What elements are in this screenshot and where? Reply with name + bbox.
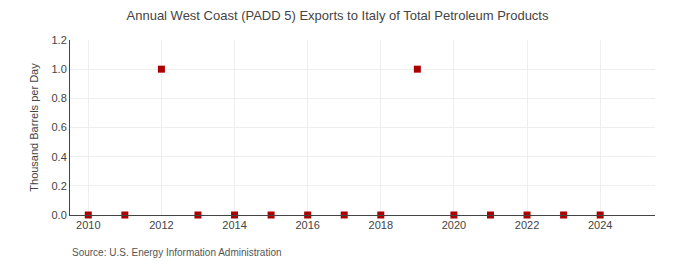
svg-text:2014: 2014 [222, 219, 246, 231]
svg-text:1.2: 1.2 [52, 34, 67, 46]
svg-text:2020: 2020 [442, 219, 466, 231]
svg-text:0.0: 0.0 [52, 209, 67, 221]
svg-text:2024: 2024 [588, 219, 612, 231]
svg-text:2012: 2012 [149, 219, 173, 231]
svg-text:Annual West Coast (PADD 5) Exp: Annual West Coast (PADD 5) Exports to It… [127, 8, 549, 23]
svg-text:0.4: 0.4 [52, 151, 67, 163]
svg-text:1.0: 1.0 [52, 63, 67, 75]
svg-text:Source: U.S. Energy Informatio: Source: U.S. Energy Information Administ… [72, 247, 282, 258]
svg-text:2022: 2022 [515, 219, 539, 231]
svg-text:2010: 2010 [76, 219, 100, 231]
svg-text:2018: 2018 [369, 219, 393, 231]
svg-text:2016: 2016 [295, 219, 319, 231]
svg-text:0.2: 0.2 [52, 180, 67, 192]
svg-text:0.8: 0.8 [52, 92, 67, 104]
svg-text:0.6: 0.6 [52, 121, 67, 133]
svg-text:Thousand Barrels per Day: Thousand Barrels per Day [28, 63, 40, 192]
